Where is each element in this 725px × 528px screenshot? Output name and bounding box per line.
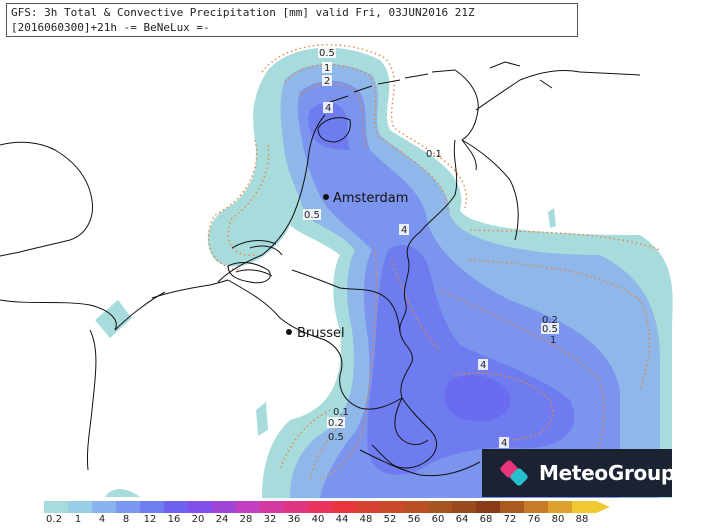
legend-tick-label: 64 [455,514,469,525]
legend-color-segment [356,501,381,513]
legend-color-segment [212,501,237,513]
precipitation-legend-bar [44,501,610,513]
contour-label: 0.2 [542,315,558,326]
legend-color-segment [428,501,453,513]
legend-tick-label: 32 [263,514,277,525]
legend-color-segment [524,501,549,513]
legend-tick-label: 20 [191,514,205,525]
contour-label: 4 [325,103,331,114]
legend-color-segment [548,501,573,513]
legend-tick-label: 60 [431,514,445,525]
legend-color-segment [476,501,501,513]
precip-blob-north [548,208,556,228]
legend-color-segment [380,501,405,513]
legend-color-segment [500,501,525,513]
legend-tick-label: 0.2 [46,514,62,525]
legend-tick-label: 40 [311,514,325,525]
contour-label: 1 [324,63,330,74]
contour-label: 0.5 [328,432,344,443]
legend-color-segment [68,501,93,513]
header-run-info: [2016060300]+21h -= BeNeLux =- [11,21,210,34]
legend-color-segment [308,501,333,513]
legend-color-segment [572,501,597,513]
precip-blob-sw [105,489,140,497]
legend-color-segment [188,501,213,513]
contour-lines [207,44,661,481]
legend-tick-label: 76 [527,514,541,525]
contour-value-labels: 0.5 1 2 4 0.1 0.5 4 0.2 0.5 1 4 0.1 0.2 … [303,47,559,449]
legend-tick-label: 8 [122,514,130,525]
precip-area-8 [445,375,511,422]
legend-color-segment [260,501,285,513]
legend-color-segment [140,501,165,513]
header-title: GFS: 3h Total & Convective Precipitation… [11,6,475,19]
legend-tick-label: 4 [98,514,106,525]
legend-tick-label: 80 [551,514,565,525]
legend-overflow-arrow [596,501,610,513]
legend-color-segment [404,501,429,513]
city-label-brussel: Brussel [297,326,345,341]
legend-tick-label: 72 [503,514,517,525]
precip-area-4 [307,102,350,150]
legend-color-segment [116,501,141,513]
city-brussel: Brussel [286,326,345,341]
legend-tick-label: 36 [287,514,301,525]
meteogroup-mark-icon [500,458,530,488]
legend-color-segment [92,501,117,513]
legend-tick-label: 56 [407,514,421,525]
city-marker [323,194,329,200]
precipitation-field [95,47,673,499]
city-marker [286,329,292,335]
contour-label: 0.5 [319,48,335,59]
precip-area-4b [367,245,575,475]
meteogroup-logo: MeteoGroup [482,449,675,497]
city-label-amsterdam: Amsterdam [333,191,408,206]
legend-tick-label: 12 [143,514,157,525]
contour-label: 0.5 [304,210,320,221]
legend-tick-label: 48 [359,514,373,525]
contour-label: 4 [480,360,486,371]
legend-color-segment [236,501,261,513]
city-amsterdam: Amsterdam [323,191,408,206]
coastlines [0,61,641,331]
legend-tick-label: 68 [479,514,493,525]
precip-blob-south [256,402,268,436]
contour-label: 4 [401,225,407,236]
legend-tick-label: 16 [167,514,181,525]
precip-blob-west [95,300,132,338]
contour-label: 2 [324,76,330,87]
borders [87,139,519,477]
contour-label: 0.1 [426,149,442,160]
legend-color-segment [44,501,69,513]
legend-tick-label: 1 [74,514,82,525]
legend-color-segment [452,501,477,513]
legend-color-segment [164,501,189,513]
contour-label: 0.5 [542,324,558,335]
legend-tick-label: 44 [335,514,349,525]
contour-label: 1 [550,335,556,346]
legend-tick-label: 52 [383,514,397,525]
contour-label: 0.1 [333,407,349,418]
legend-color-segment [332,501,357,513]
logo-text: MeteoGroup [539,461,675,485]
map-header: GFS: 3h Total & Convective Precipitation… [6,3,578,37]
contour-label: 0.2 [328,418,344,429]
legend-tick-label: 88 [575,514,589,525]
legend-tick-label: 24 [215,514,229,525]
precipitation-legend-labels: 0.2 1 4 8 12 16 20 24 28 32 36 40 44 48 52 56 60 64 68 72 76… [44,514,610,528]
legend-color-segment [284,501,309,513]
contour-label: 4 [501,438,507,449]
legend-tick-label: 28 [239,514,253,525]
